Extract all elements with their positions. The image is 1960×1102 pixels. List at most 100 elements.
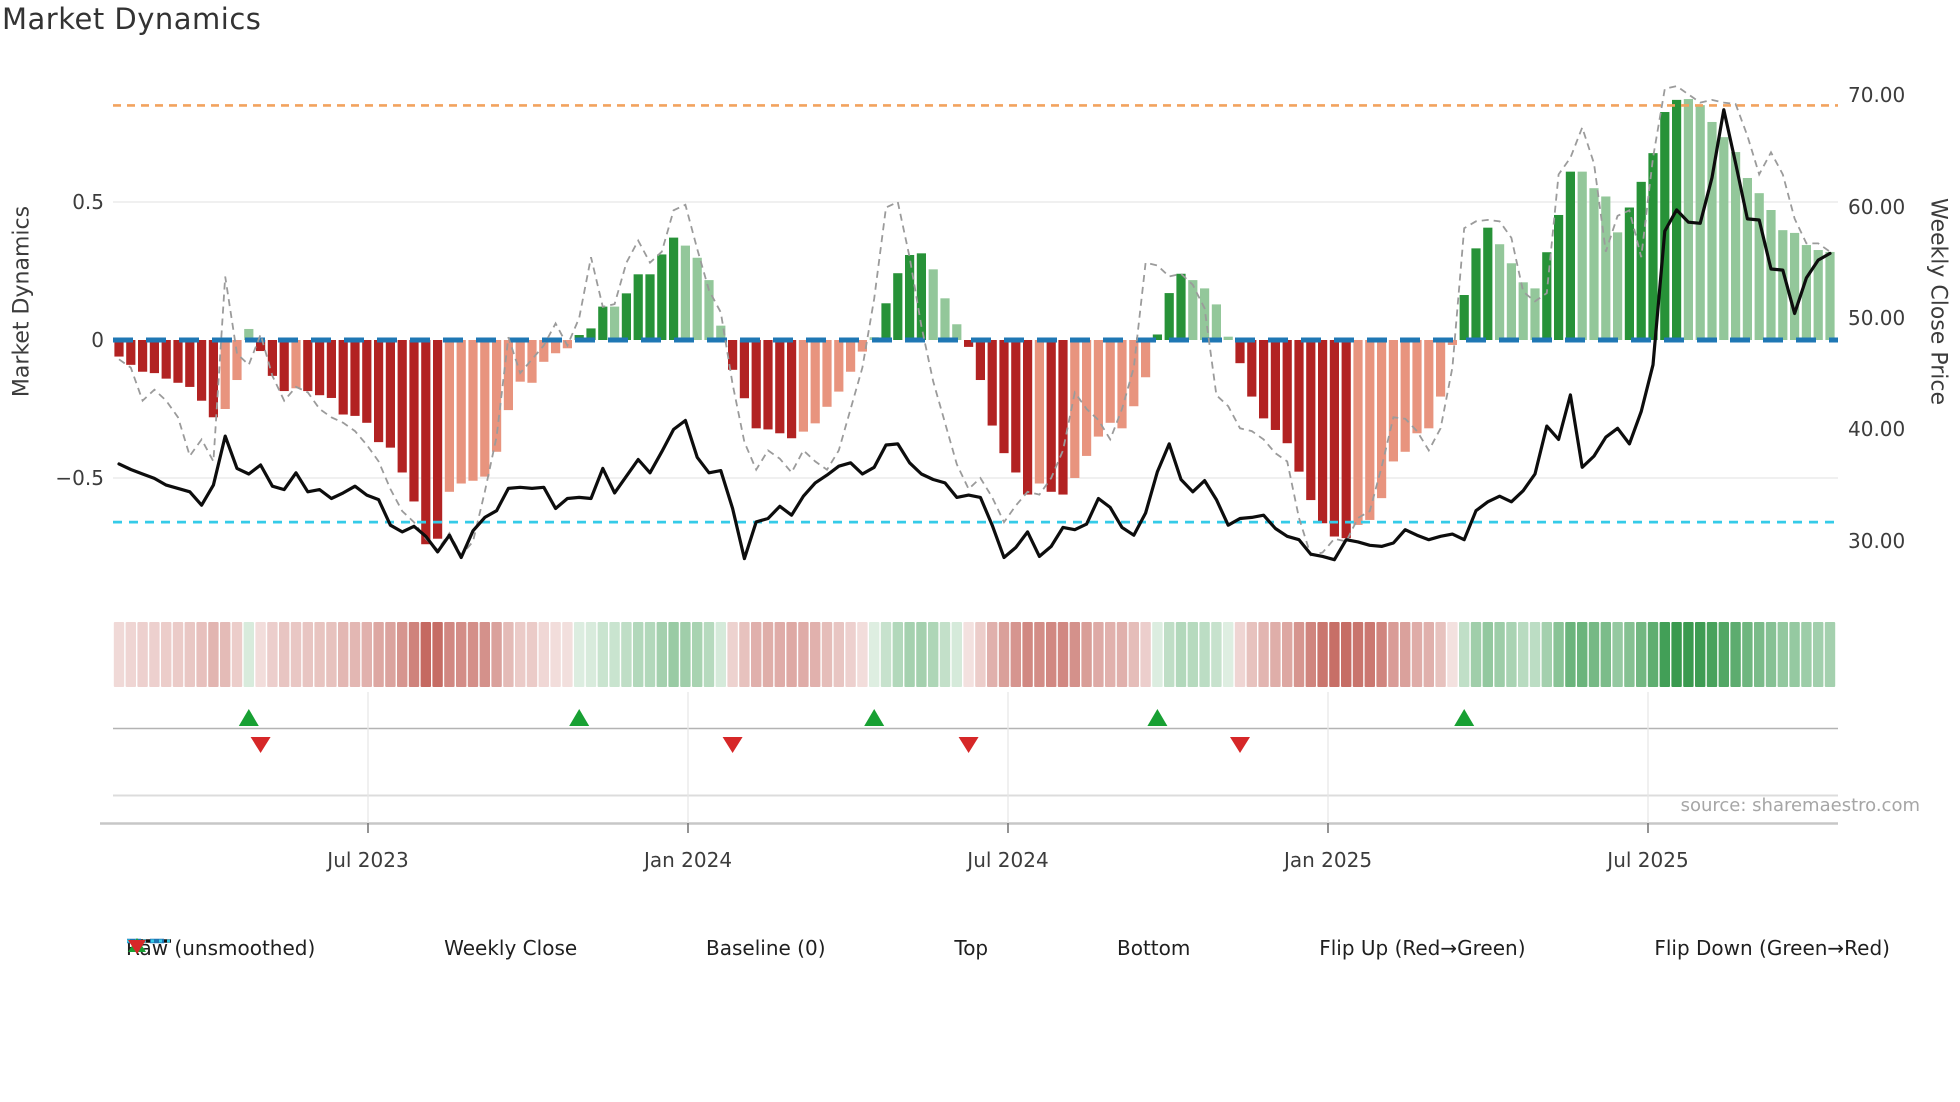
oscillator-bar [1058, 340, 1068, 495]
oscillator-bar [350, 340, 360, 416]
heatmap-cell [1801, 622, 1812, 687]
oscillator-bar [480, 340, 490, 477]
flip-down-icon [128, 940, 146, 954]
heatmap-cell [385, 622, 396, 687]
oscillator-bar [987, 340, 997, 426]
oscillator-bar [586, 328, 596, 340]
heatmap-cell [290, 622, 302, 687]
heatmap-cell [255, 622, 266, 687]
heatmap-cell [1388, 622, 1399, 687]
heatmap-cell [113, 622, 125, 687]
heatmap-cell [1105, 622, 1116, 687]
oscillator-bar [1117, 340, 1127, 429]
oscillator-bar [1341, 340, 1351, 539]
oscillator-bar [1200, 288, 1210, 340]
heatmap-cell [397, 622, 408, 687]
oscillator-bar [1542, 252, 1552, 340]
heatmap-cell [762, 622, 774, 687]
heatmap-cell [467, 622, 479, 687]
oscillator-bar [1176, 273, 1186, 340]
right-tick-label: 50.00 [1848, 306, 1906, 330]
oscillator-bar [421, 340, 431, 545]
heatmap-cell [1411, 622, 1423, 687]
oscillator-bar [763, 340, 773, 430]
heatmap-cell [821, 622, 833, 687]
oscillator-bar [1388, 340, 1398, 462]
oscillator-bar [1329, 340, 1339, 537]
oscillator-bar [928, 269, 938, 340]
heatmap-cell [1813, 622, 1824, 687]
oscillator-bar [1731, 152, 1741, 340]
heatmap-cell [1270, 622, 1281, 687]
heatmap-cell [680, 622, 691, 687]
heatmap-cell [644, 622, 656, 687]
oscillator-bar [409, 340, 419, 502]
legend-item: Flip Up (Red→Green) [128, 936, 1526, 960]
oscillator-bar [492, 340, 502, 452]
oscillator-bar [385, 340, 395, 448]
heatmap-cell [1577, 622, 1588, 687]
oscillator-bar [1495, 244, 1505, 340]
oscillator-bar [279, 340, 289, 392]
oscillator-bar [857, 340, 867, 352]
oscillator-bar [374, 340, 384, 443]
oscillator-bar [1164, 293, 1174, 340]
oscillator-bar [1518, 282, 1528, 340]
oscillator-bar [881, 303, 891, 340]
oscillator-bar [834, 340, 844, 392]
heatmap-cell [172, 622, 184, 687]
heatmap-cell [1341, 622, 1352, 687]
heatmap-cell [444, 622, 455, 687]
oscillator-bar [1011, 340, 1021, 473]
oscillator-bar [1648, 153, 1658, 340]
oscillator-bar [138, 340, 148, 372]
oscillator-bar [220, 340, 230, 409]
heatmap-cell [161, 622, 172, 687]
heatmap-cell [727, 622, 738, 687]
heatmap-cell [939, 622, 951, 687]
heatmap-cell [373, 622, 384, 687]
oscillator-bar [975, 340, 985, 381]
heatmap-cell [1459, 622, 1470, 687]
oscillator-bar [1105, 340, 1115, 423]
oscillator-bar [1353, 340, 1363, 525]
oscillator-bar [1082, 340, 1092, 456]
heatmap-cell [656, 622, 667, 687]
oscillator-bar [1247, 340, 1257, 397]
oscillator-bar [1046, 340, 1056, 492]
heatmap-cell [1671, 622, 1682, 687]
oscillator-bar [397, 340, 407, 473]
heatmap-cell [196, 622, 207, 687]
heatmap-cell [1789, 622, 1800, 687]
oscillator-bar [1400, 340, 1410, 452]
heatmap-cell [1152, 622, 1163, 687]
heatmap-cell [1541, 622, 1552, 687]
oscillator-bar [739, 340, 749, 399]
heatmap-cell [231, 622, 243, 687]
oscillator-bar [267, 340, 277, 376]
oscillator-bar [338, 340, 348, 415]
oscillator-bar [1778, 230, 1788, 340]
heatmap-cell [786, 622, 797, 687]
heatmap-cell [208, 622, 219, 687]
oscillator-bar [1270, 340, 1280, 430]
heatmap-cell [302, 622, 313, 687]
heatmap-cell [1046, 622, 1057, 687]
legend-item: Top [127, 936, 988, 960]
oscillator-bar [1813, 250, 1823, 340]
legend-label: Baseline (0) [706, 936, 826, 960]
oscillator-bar [161, 340, 171, 379]
oscillator-bar [610, 306, 620, 340]
oscillator-bar [775, 340, 785, 434]
heatmap-cell [597, 622, 608, 687]
weekly-close-line [117, 108, 1832, 562]
heatmap-cell [916, 622, 927, 687]
heatmap-cell [1069, 622, 1080, 687]
heatmap-cell [1187, 622, 1198, 687]
x-tick-label: Jul 2023 [327, 848, 409, 872]
heatmap-cell [703, 622, 715, 687]
oscillator-bar [1530, 288, 1540, 340]
oscillator-bar [149, 340, 159, 374]
right-tick-label: 40.00 [1848, 417, 1906, 442]
